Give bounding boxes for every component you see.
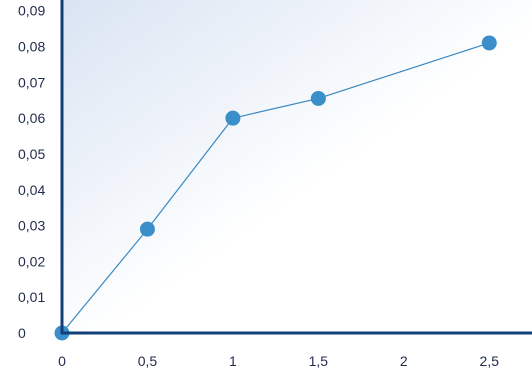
y-tick-label: 0,03 [18,218,45,234]
axes [60,0,532,335]
x-tick-label: 2 [400,353,408,369]
y-tick-label: 0,04 [18,182,45,198]
x-tick-label: 0,5 [138,353,158,369]
x-axis-ticks: 0 0,5 1 1,5 2 2,5 [58,353,499,369]
y-tick-label: 0,08 [18,39,45,55]
y-tick-label: 0 [18,325,26,341]
y-tick-label: 0,01 [18,289,45,305]
y-tick-label: 0,05 [18,146,45,162]
y-tick-label: 0,02 [18,253,45,269]
plot-area [62,0,532,333]
data-point-1 [139,221,155,237]
y-tick-label: 0,09 [18,3,45,19]
x-tick-label: 2,5 [480,353,500,369]
x-tick-label: 0 [58,353,66,369]
y-axis-ticks: 0 0,01 0,02 0,03 0,04 0,05 0,06 0,07 0,08 0,09 [18,3,45,341]
data-point-3 [310,90,326,106]
data-point-4 [481,35,497,51]
x-tick-label: 1,5 [309,353,329,369]
data-point-2 [225,110,241,126]
y-tick-label: 0,06 [18,110,45,126]
x-tick-label: 1 [229,353,237,369]
y-tick-label: 0,07 [18,74,45,90]
